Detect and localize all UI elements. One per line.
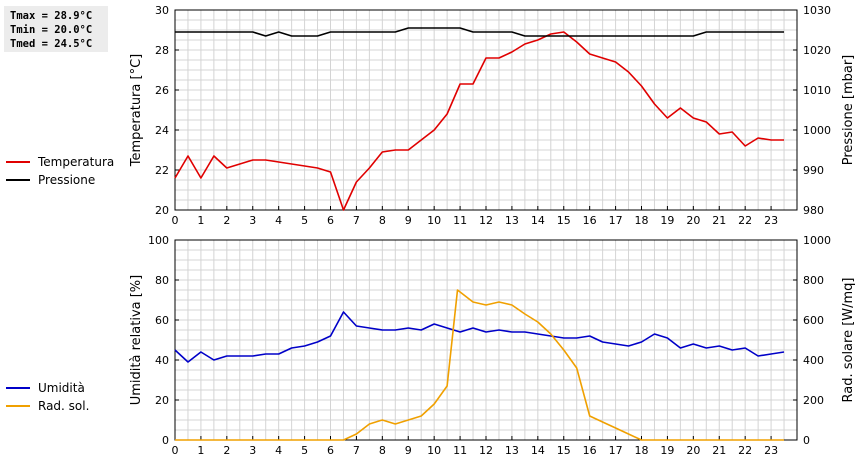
- stats-tmed: Tmed = 24.5°C: [10, 38, 93, 50]
- series-line-umidit-: [174, 311, 785, 363]
- stats-tmin: Tmin = 20.0°C: [10, 24, 93, 36]
- stats-box: Tmax = 28.9°C Tmin = 20.0°C Tmed = 24.5°…: [4, 6, 108, 52]
- left-tick-label: 24: [155, 124, 169, 137]
- left-tick-label: 20: [155, 204, 169, 217]
- left-tick-label: 26: [155, 84, 169, 97]
- x-tick-label: 15: [557, 214, 571, 227]
- x-tick-label: 5: [301, 444, 308, 457]
- right-tick-label: 1030: [803, 4, 831, 17]
- x-tick-label: 18: [635, 444, 649, 457]
- x-tick-label: 0: [172, 444, 179, 457]
- x-tick-label: 10: [427, 214, 441, 227]
- left-axis-title: Temperatura [°C]: [129, 54, 144, 167]
- x-tick-label: 23: [764, 214, 778, 227]
- series-line-rad-sol-: [175, 289, 784, 441]
- series-line-temperatura: [174, 31, 784, 211]
- left-tick-label: 40: [155, 354, 169, 367]
- x-tick-label: 3: [249, 214, 256, 227]
- right-tick-label: 980: [803, 204, 824, 217]
- x-tick-label: 14: [531, 444, 545, 457]
- x-tick-label: 7: [353, 444, 360, 457]
- chart-panel-1: 0 1 2 3 4 5 6 7 8 9 10 11 12 13 14 15 16 17 18 19 20 21 22 2302…: [6, 234, 856, 457]
- x-tick-label: 2: [223, 214, 230, 227]
- x-tick-label: 19: [660, 214, 674, 227]
- x-tick-label: 12: [479, 444, 493, 457]
- x-tick-label: 21: [712, 214, 726, 227]
- x-tick-label: 8: [379, 214, 386, 227]
- left-tick-label: 22: [155, 164, 169, 177]
- x-tick-label: 20: [686, 214, 700, 227]
- x-tick-label: 0: [172, 214, 179, 227]
- x-tick-label: 4: [275, 214, 282, 227]
- x-tick-label: 7: [353, 214, 360, 227]
- right-tick-label: 1020: [803, 44, 831, 57]
- x-tick-label: 9: [405, 214, 412, 227]
- x-tick-label: 11: [453, 214, 467, 227]
- left-tick-label: 28: [155, 44, 169, 57]
- legend-label: Umidità: [38, 381, 85, 395]
- x-tick-label: 14: [531, 214, 545, 227]
- x-tick-label: 23: [764, 444, 778, 457]
- x-tick-label: 16: [583, 214, 597, 227]
- left-tick-label: 0: [162, 434, 169, 447]
- left-tick-label: 20: [155, 394, 169, 407]
- x-tick-label: 11: [453, 444, 467, 457]
- right-tick-label: 1010: [803, 84, 831, 97]
- series-line-pressione: [175, 27, 784, 37]
- x-tick-label: 3: [249, 444, 256, 457]
- right-tick-label: 1000: [803, 234, 831, 247]
- legend-label: Pressione: [38, 173, 95, 187]
- right-tick-label: 990: [803, 164, 824, 177]
- left-tick-label: 30: [155, 4, 169, 17]
- legend-label: Rad. sol.: [38, 399, 89, 413]
- x-tick-label: 4: [275, 444, 282, 457]
- x-tick-label: 1: [197, 444, 204, 457]
- right-tick-label: 1000: [803, 124, 831, 137]
- x-tick-label: 21: [712, 444, 726, 457]
- x-tick-label: 9: [405, 444, 412, 457]
- right-tick-label: 800: [803, 274, 824, 287]
- right-tick-label: 200: [803, 394, 824, 407]
- x-tick-label: 16: [583, 444, 597, 457]
- x-tick-label: 15: [557, 444, 571, 457]
- right-tick-label: 600: [803, 314, 824, 327]
- chart-panel-0: 0 1 2 3 4 5 6 7 8 9 10 11 12 13 14 15 16 17 18 19 20 21 22 2320…: [6, 4, 856, 227]
- x-tick-label: 18: [635, 214, 649, 227]
- right-axis-title: Rad. solare [W/mq]: [841, 277, 856, 402]
- right-tick-label: 0: [803, 434, 810, 447]
- x-tick-label: 10: [427, 444, 441, 457]
- x-tick-label: 8: [379, 444, 386, 457]
- x-tick-label: 17: [609, 444, 623, 457]
- x-tick-label: 12: [479, 214, 493, 227]
- x-tick-label: 13: [505, 444, 519, 457]
- x-tick-label: 22: [738, 214, 752, 227]
- x-tick-label: 13: [505, 214, 519, 227]
- left-axis-title: Umidità relativa [%]: [129, 275, 144, 405]
- x-tick-label: 17: [609, 214, 623, 227]
- stats-tmax: Tmax = 28.9°C: [10, 10, 93, 22]
- x-tick-label: 6: [327, 444, 334, 457]
- left-tick-label: 80: [155, 274, 169, 287]
- x-tick-label: 6: [327, 214, 334, 227]
- right-axis-title: Pressione [mbar]: [841, 55, 856, 166]
- left-tick-label: 60: [155, 314, 169, 327]
- left-tick-label: 100: [148, 234, 169, 247]
- legend-label: Temperatura: [37, 155, 114, 169]
- right-tick-label: 400: [803, 354, 824, 367]
- x-tick-label: 19: [660, 444, 674, 457]
- x-tick-label: 2: [223, 444, 230, 457]
- x-tick-label: 22: [738, 444, 752, 457]
- x-tick-label: 1: [197, 214, 204, 227]
- x-tick-label: 5: [301, 214, 308, 227]
- x-tick-label: 20: [686, 444, 700, 457]
